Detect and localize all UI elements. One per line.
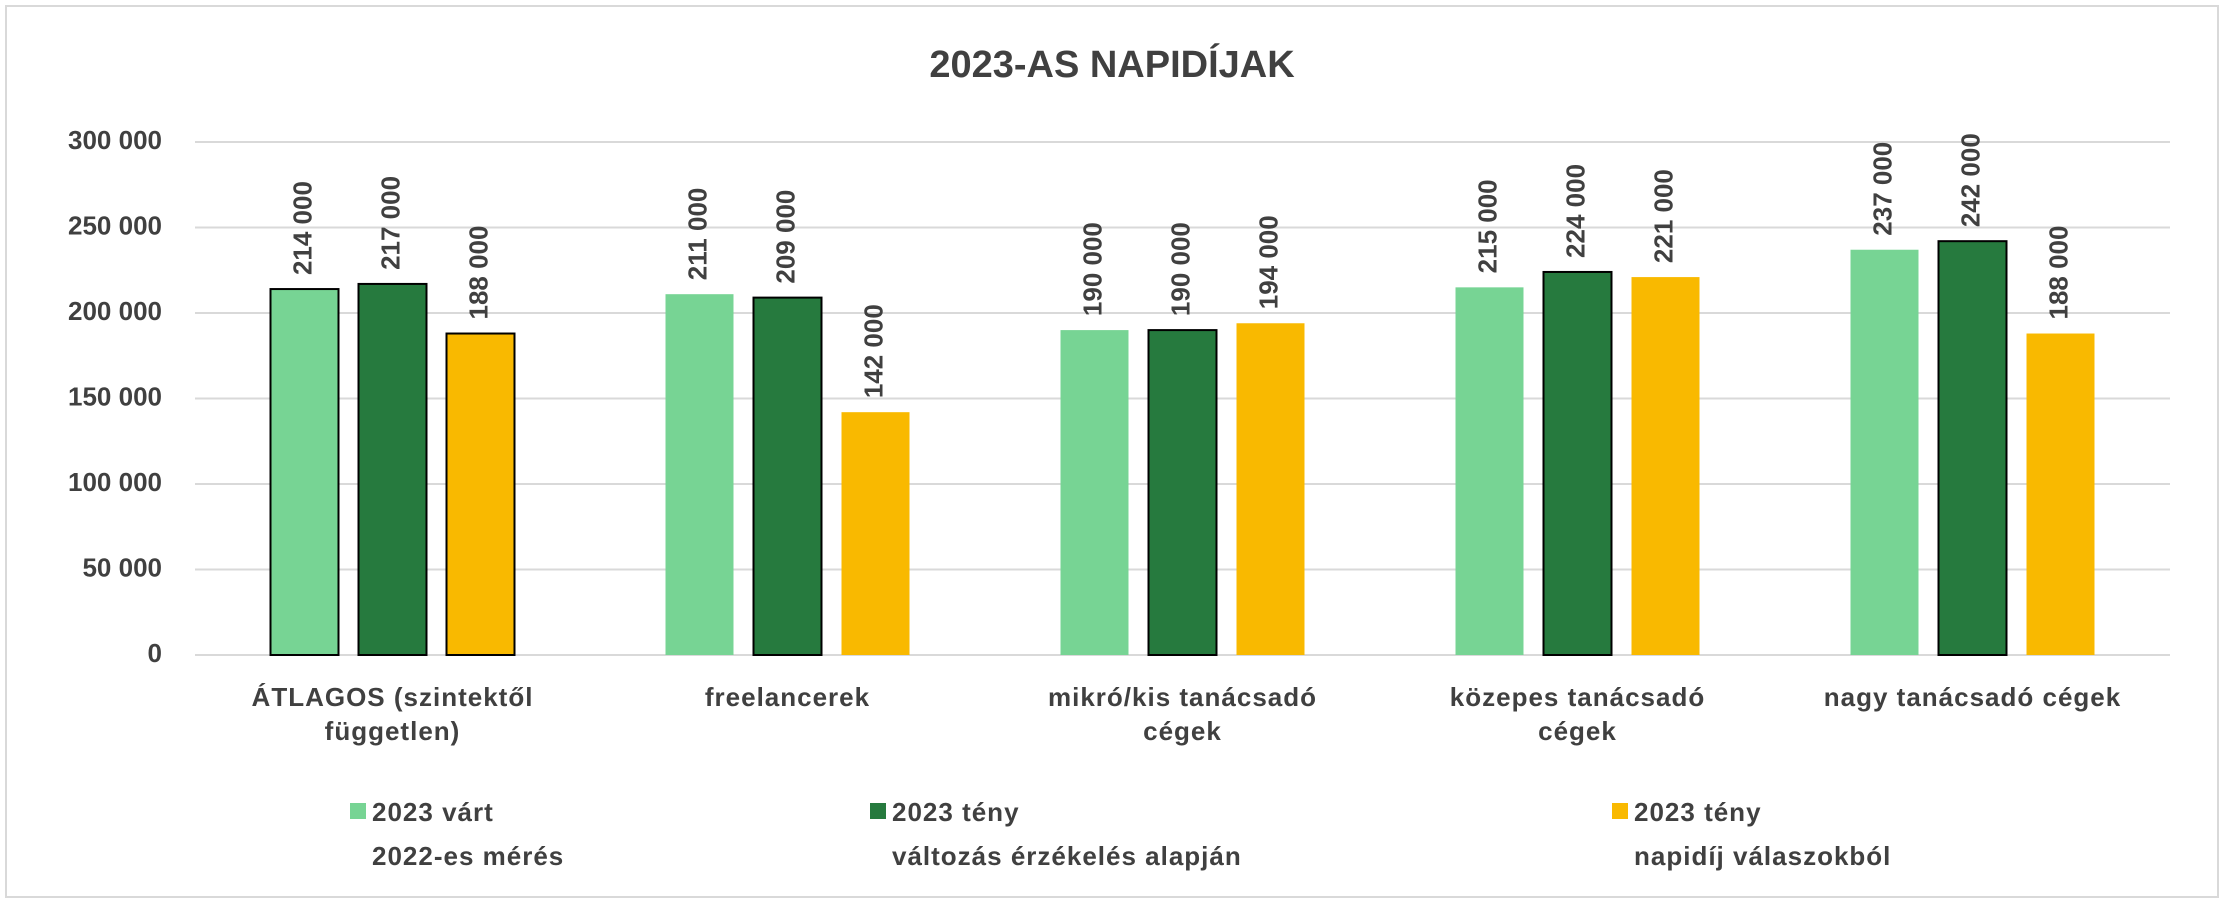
- bar: [1455, 287, 1524, 655]
- bar: [1060, 330, 1129, 655]
- data-label: 188 000: [463, 226, 493, 320]
- bar: [2026, 333, 2095, 655]
- data-label: 242 000: [1955, 133, 1985, 227]
- data-label: 188 000: [2043, 226, 2073, 320]
- bar: [1147, 329, 1218, 656]
- y-tick-label: 300 000: [68, 125, 162, 155]
- y-tick-label: 50 000: [82, 552, 162, 582]
- data-label: 190 000: [1077, 222, 1107, 316]
- bar: [445, 332, 516, 656]
- bar: [841, 412, 910, 655]
- x-tick-label: nagy tanácsadó cégek: [1823, 682, 2122, 712]
- data-label: 217 000: [375, 176, 405, 270]
- data-label: 221 000: [1648, 169, 1678, 263]
- data-label: 190 000: [1165, 222, 1195, 316]
- y-tick-label: 0: [148, 638, 162, 668]
- data-label: 142 000: [858, 304, 888, 398]
- bar: [357, 282, 428, 656]
- legend-item: 2023 várt 2022-es mérés: [350, 790, 564, 878]
- x-tick-label: ÁTLAGOS (szintektől független): [251, 682, 534, 746]
- x-tick-label: mikró/kis tanácsadó cégek: [1048, 682, 1317, 746]
- y-tick-label: 250 000: [68, 210, 162, 240]
- y-tick-label: 100 000: [68, 467, 162, 497]
- legend-item: 2023 tény napidíj válaszokból: [1612, 790, 1891, 878]
- bar: [1850, 249, 1919, 656]
- data-label: 237 000: [1867, 142, 1897, 236]
- data-label: 211 000: [682, 188, 712, 281]
- bar: [1542, 270, 1613, 656]
- data-label: 194 000: [1253, 215, 1283, 309]
- chart-title: 2023-AS NAPIDÍJAK: [929, 42, 1295, 86]
- bar: [1937, 240, 2008, 656]
- data-label: 214 000: [287, 181, 317, 275]
- bar: [665, 294, 734, 655]
- x-tick-label: freelancerek: [704, 682, 871, 712]
- bar: [269, 288, 340, 656]
- x-tick-label: közepes tanácsadó cégek: [1449, 682, 1706, 746]
- legend-swatch: [1612, 803, 1628, 819]
- y-tick-label: 150 000: [68, 381, 162, 411]
- bar: [1236, 323, 1305, 655]
- y-tick-label: 200 000: [68, 296, 162, 326]
- data-label: 224 000: [1560, 164, 1590, 258]
- legend-item: 2023 tény változás érzékelés alapján: [870, 790, 1242, 878]
- data-label: 209 000: [770, 190, 800, 284]
- bar: [1631, 277, 1700, 655]
- bar: [752, 296, 823, 656]
- legend-swatch: [870, 803, 886, 819]
- data-label: 215 000: [1472, 179, 1502, 273]
- legend-swatch: [350, 803, 366, 819]
